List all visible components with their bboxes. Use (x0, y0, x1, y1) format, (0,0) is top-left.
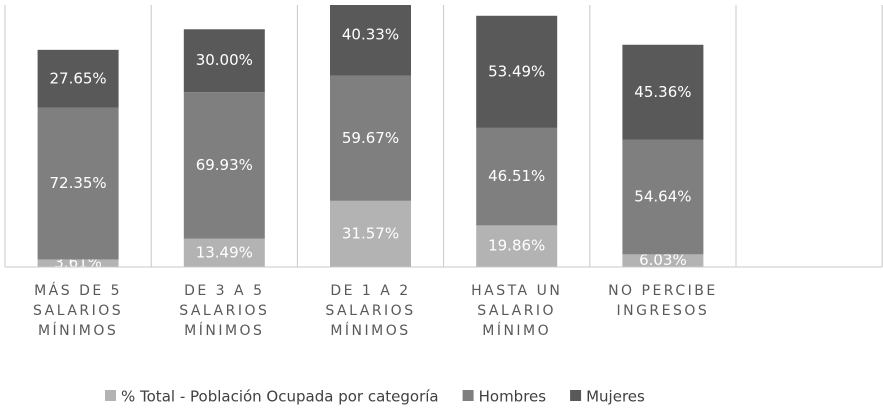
x-tick-label: SALARIOS (325, 303, 415, 319)
data-label: 31.57% (342, 224, 399, 242)
x-tick-label: MÍNIMOS (330, 322, 410, 339)
bar-segment (183, 238, 265, 267)
bar-segment (476, 127, 558, 226)
legend-swatch (570, 390, 582, 401)
bar-segment (622, 139, 704, 255)
bar-segment (330, 5, 411, 76)
x-tick-label: MÍNIMO (482, 322, 551, 339)
bar-segment (476, 15, 558, 128)
data-label: 27.65% (49, 69, 106, 87)
x-tick-label: INGRESOS (616, 303, 709, 319)
data-label: 59.67% (342, 129, 399, 147)
data-label: 40.33% (342, 26, 399, 44)
bar-segment (622, 254, 704, 267)
x-tick-label: SALARIO (477, 303, 556, 319)
bar-segment (37, 259, 119, 267)
legend-label: Mujeres (586, 388, 645, 406)
data-label: 19.86% (488, 237, 545, 255)
x-tick-label: DE 1 A 2 (330, 283, 410, 299)
legend-label: % Total - Población Ocupada por categorí… (121, 388, 439, 406)
legend-label: Hombres (479, 388, 547, 406)
legend-swatch (105, 390, 116, 401)
x-tick-label: MÁS DE 5 (34, 282, 122, 299)
x-tick-label: MÍNIMOS (184, 322, 264, 339)
bar-segment (183, 92, 265, 239)
x-tick-label: DE 3 A 5 (184, 283, 264, 299)
data-label: 54.64% (634, 188, 691, 206)
bar-segment (476, 225, 558, 267)
x-tick-label: SALARIOS (33, 303, 123, 319)
legend-swatch (462, 390, 474, 401)
data-label: 6.03% (639, 251, 687, 269)
bar-segment (37, 107, 119, 260)
x-tick-label: SALARIOS (179, 303, 269, 319)
data-label: 45.36% (634, 83, 691, 101)
plot-area: 3.61%72.35%27.65%13.49%69.93%30.00%31.57… (4, 5, 883, 269)
bar-segment (330, 200, 411, 267)
data-label: 53.49% (488, 62, 545, 80)
bar-segment (622, 44, 704, 140)
data-label: 46.51% (488, 167, 545, 185)
overlay: MÁS DE 5 SALARIOS MÍNIMOS DE 3 A 5 SALARIOS M… (5, 266, 883, 406)
bar-segment (183, 29, 265, 93)
bar-segment (37, 49, 119, 108)
bar-segment (330, 75, 411, 201)
x-tick-label: MÍNIMOS (38, 322, 118, 339)
data-label: 13.49% (196, 243, 253, 261)
x-tick-label: NO PERCIBE (608, 283, 718, 299)
data-label: 30.00% (196, 51, 253, 69)
data-label: 69.93% (196, 156, 253, 174)
x-tick-label: HASTA UN (471, 283, 562, 299)
data-label: 72.35% (49, 174, 106, 192)
